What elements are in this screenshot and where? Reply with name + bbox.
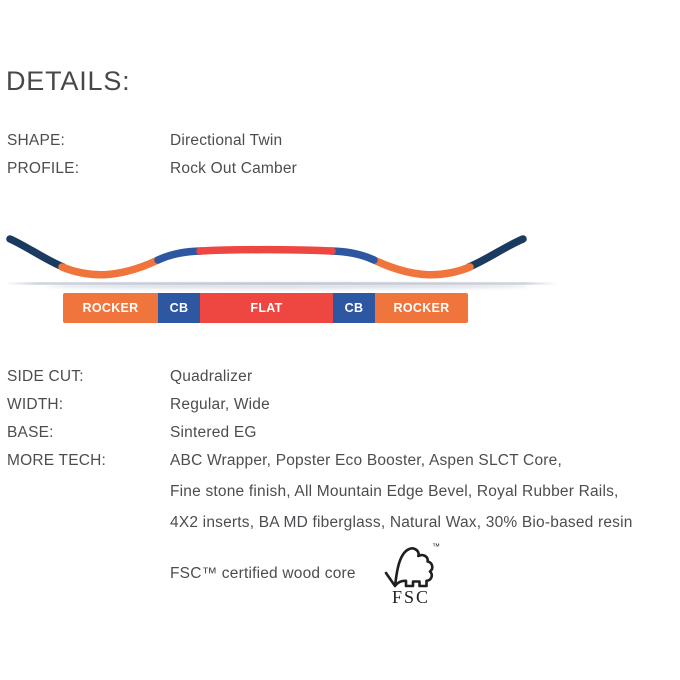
ground-line [5, 282, 557, 285]
segment-label: ROCKER [82, 301, 139, 315]
flat-center-red [196, 245, 336, 255]
segment-rocker-left: ROCKER [63, 293, 158, 323]
segment-rocker-right: ROCKER [375, 293, 468, 323]
profile-legend-bar: ROCKER CB FLAT CB ROCKER [63, 293, 468, 323]
spec-value-width: Regular, Wide [170, 396, 270, 413]
spec-row-base: BASE: Sintered EG [7, 424, 670, 442]
moretech-line-2: Fine stone finish, All Mountain Edge Bev… [170, 483, 619, 500]
spec-label-base: BASE: [7, 424, 54, 441]
segment-flat: FLAT [200, 293, 333, 323]
spec-value-moretech: ABC Wrapper, Popster Eco Booster, Aspen … [170, 445, 633, 538]
segment-cb-left: CB [158, 293, 200, 323]
segment-cb-right: CB [333, 293, 375, 323]
board-profile-diagram [5, 235, 557, 290]
fsc-checktree-icon [384, 547, 434, 588]
segment-label: FLAT [250, 301, 283, 315]
spec-value-base: Sintered EG [170, 424, 257, 441]
spec-row-profile: PROFILE: Rock Out Camber [7, 160, 670, 178]
spec-value-shape: Directional Twin [170, 132, 283, 149]
spec-label-profile: PROFILE: [7, 160, 80, 177]
spec-row-moretech: MORE TECH: ABC Wrapper, Popster Eco Boos… [7, 452, 670, 538]
spec-label-shape: SHAPE: [7, 132, 66, 149]
fsc-logo: ™ FSC [384, 542, 440, 607]
tip-right-navy [465, 235, 527, 271]
spec-label-moretech: MORE TECH: [7, 452, 107, 469]
fsc-logo-text: FSC [392, 587, 430, 607]
rocker-left-orange [58, 256, 162, 279]
board-curve [6, 235, 527, 279]
page-title: DETAILS: [6, 66, 131, 96]
spec-value-profile: Rock Out Camber [170, 160, 298, 177]
spec-label-width: WIDTH: [7, 396, 64, 413]
cb-left-blue [154, 247, 205, 264]
rocker-right-orange [370, 256, 474, 279]
moretech-line-3: 4X2 inserts, BA MD fiberglass, Natural W… [170, 514, 633, 531]
segment-label: CB [169, 301, 189, 315]
spec-row-sidecut: SIDE CUT: Quadralizer [7, 368, 670, 386]
tip-left-navy [6, 235, 67, 271]
segment-label: CB [344, 301, 364, 315]
spec-value-sidecut: Quadralizer [170, 368, 253, 385]
segment-label: ROCKER [393, 301, 450, 315]
spec-row-width: WIDTH: Regular, Wide [7, 396, 670, 414]
fsc-certified-note: FSC™ certified wood core [170, 565, 356, 582]
spec-label-sidecut: SIDE CUT: [7, 368, 84, 385]
moretech-line-1: ABC Wrapper, Popster Eco Booster, Aspen … [170, 452, 562, 469]
spec-row-shape: SHAPE: Directional Twin [7, 132, 670, 150]
fsc-logo-trademark: ™ [432, 542, 440, 551]
cb-right-blue [327, 247, 378, 264]
